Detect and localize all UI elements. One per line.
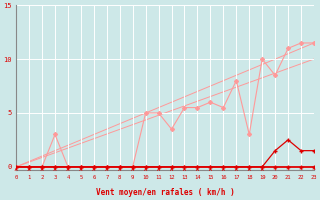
X-axis label: Vent moyen/en rafales ( km/h ): Vent moyen/en rafales ( km/h ): [96, 188, 235, 197]
